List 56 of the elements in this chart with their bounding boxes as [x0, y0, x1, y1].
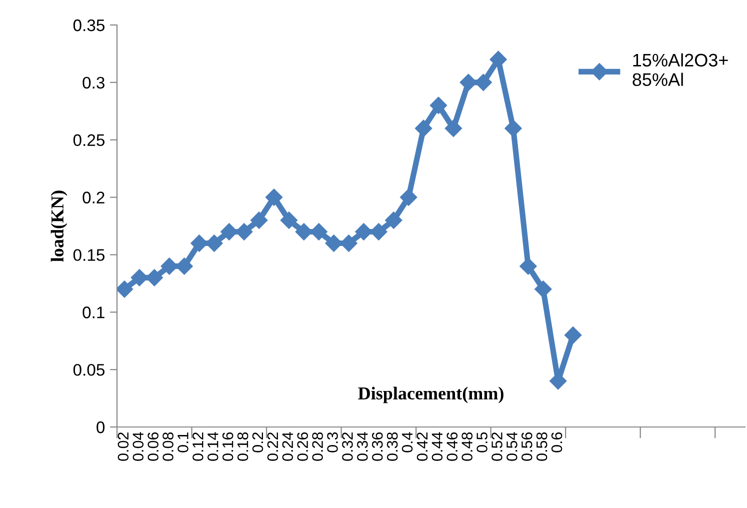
x-tick-label: 0.4 [402, 432, 413, 452]
point [534, 280, 552, 298]
y-tick-label: 0 [96, 421, 105, 434]
point [460, 74, 477, 91]
legend-label: 15%Al2O3+ 85%Al [632, 53, 728, 86]
x-tick-label: 0.48 [462, 432, 472, 461]
y-axis-title: load(KN) [50, 190, 68, 262]
x-tick-label: 0.02 [118, 432, 129, 461]
x-tick-label: 0.46 [446, 432, 458, 461]
point [265, 188, 283, 206]
x-tick-label: 0.36 [372, 432, 383, 461]
x-tick-label: 0.42 [416, 432, 428, 461]
point [250, 212, 268, 229]
point [504, 120, 522, 137]
x-tick-label: 0.08 [162, 432, 174, 461]
y-tick-label: 0.3 [82, 76, 104, 89]
point [117, 280, 134, 298]
x-tick-label: 0.6 [551, 432, 562, 452]
point [564, 326, 582, 344]
x-tick-label: 0.04 [132, 432, 144, 461]
x-tick-label: 0.34 [356, 432, 368, 461]
y-tick-label: 0.2 [82, 192, 104, 204]
y-tick-label: 0.1 [82, 306, 104, 318]
x-tick-label: 0.28 [312, 432, 323, 461]
x-tick-label: 0.38 [386, 432, 398, 461]
point [414, 120, 432, 137]
y-tick-label: 0.15 [73, 249, 104, 261]
y-tick-label: 0.25 [73, 134, 104, 146]
point [430, 96, 448, 114]
x-tick-label: 0.2 [252, 432, 264, 452]
x-tick-label: 0.06 [148, 432, 158, 461]
y-tick-label: 0.05 [73, 364, 104, 376]
x-tick-label: 0.56 [521, 432, 532, 461]
x-tick-label: 0.14 [207, 432, 218, 461]
x-tick-label: 0.26 [297, 432, 308, 461]
x-tick-label: 0.3 [327, 432, 338, 452]
x-tick-label: 0.18 [237, 432, 248, 461]
x-tick-label: 0.44 [432, 432, 443, 461]
x-tick-label: 0.32 [342, 432, 353, 461]
x-tick-label: 0.24 [282, 432, 294, 461]
point [520, 258, 537, 275]
x-axis-title: Displacement(mm) [358, 386, 504, 404]
point [444, 120, 462, 137]
x-tick-label: 0.58 [536, 432, 548, 461]
x-tick-label: 0.5 [476, 432, 488, 452]
point [280, 212, 298, 229]
point [490, 50, 507, 68]
y-tick-label: 0.35 [73, 19, 104, 32]
x-tick-label: 0.1 [178, 432, 188, 452]
point [400, 188, 418, 206]
x-tick-label: 0.16 [222, 432, 234, 461]
x-tick-label: 0.22 [267, 432, 278, 461]
x-tick-label: 0.52 [492, 432, 502, 461]
x-tick-label: 0.54 [506, 432, 518, 461]
point [385, 212, 402, 229]
x-tick-label: 0.12 [192, 432, 204, 461]
